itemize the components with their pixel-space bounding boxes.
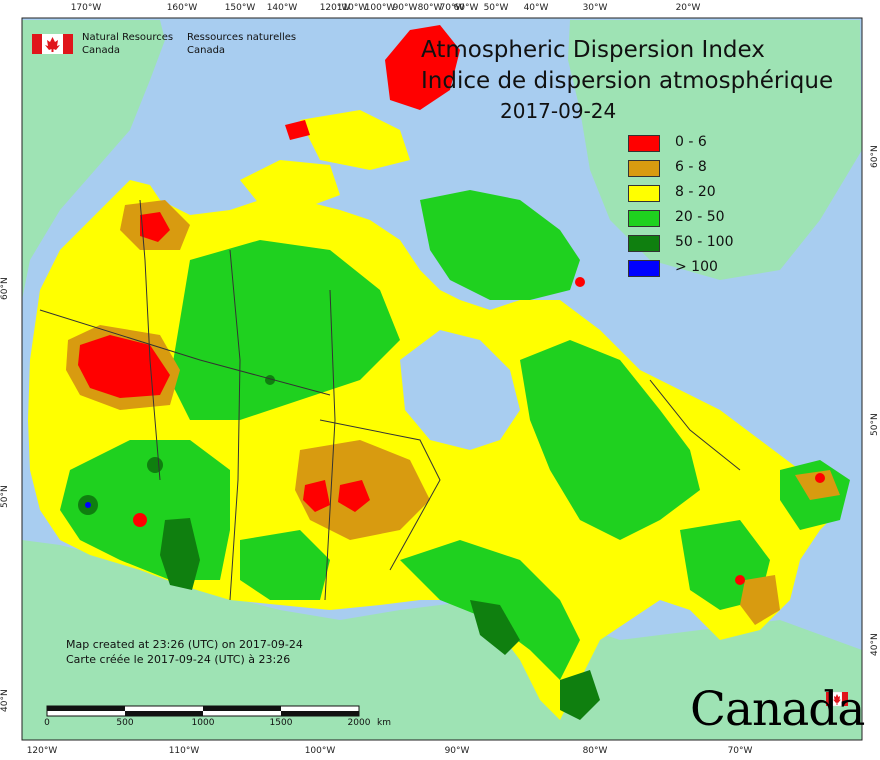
lon-tick-top: 30°W: [582, 3, 608, 13]
legend-label: 6 - 8: [675, 159, 707, 175]
lon-tick-top: 60°W: [453, 3, 479, 13]
lon-tick-bottom: 120°W: [26, 746, 58, 756]
lon-tick-top: 90°W: [392, 3, 418, 13]
credit-en: Map created at 23:26 (UTC) on 2017-09-24: [66, 638, 303, 651]
lon-tick-top: 150°W: [224, 3, 256, 13]
arctic-island-small: [285, 120, 310, 140]
scale-label: 1500: [269, 718, 293, 728]
scale-label: 1000: [191, 718, 215, 728]
lon-tick-top: 160°W: [166, 3, 198, 13]
lon-tick-bottom: 90°W: [444, 746, 470, 756]
lat-tick-right: 40°N: [870, 633, 880, 656]
legend-swatch: [628, 160, 660, 177]
legend-swatch: [628, 210, 660, 227]
agency-en-line1: Natural Resources: [82, 32, 174, 43]
legend-swatch: [628, 135, 660, 152]
map-title-fr: Indice de dispersion atmosphérique: [421, 68, 834, 94]
legend-label: 20 - 50: [675, 209, 725, 225]
lon-tick-bottom: 70°W: [727, 746, 753, 756]
scale-unit: km: [377, 718, 391, 728]
lon-tick-top: 140°W: [266, 3, 298, 13]
scale-bar: [46, 705, 360, 717]
lon-tick-top: 100°W: [364, 3, 396, 13]
index-zones-0-6: [78, 212, 825, 585]
legend-label: 8 - 20: [675, 184, 716, 200]
agency-name-en: Natural Resources Canada: [82, 31, 173, 57]
lon-tick-bottom: 110°W: [168, 746, 200, 756]
lon-tick-top: 120°W: [319, 3, 351, 13]
lon-tick-top: 50°W: [483, 3, 509, 13]
legend-swatch: [628, 185, 660, 202]
provincial-borders: [39, 199, 741, 601]
legend-swatch: [628, 260, 660, 277]
scale-label: 0: [44, 718, 50, 728]
nrcan-flag-logo: [32, 34, 73, 54]
lon-tick-top: 80°W: [417, 3, 443, 13]
scale-label: 500: [116, 718, 134, 728]
index-zones-50-100: [78, 375, 600, 720]
index-zone-over-100: [85, 502, 91, 508]
map-frame: [21, 17, 863, 741]
credit-fr: Carte créée le 2017-09-24 (UTC) à 23:26: [66, 653, 291, 666]
agency-en-line2: Canada: [82, 45, 121, 56]
ellesmere-island: [385, 25, 460, 110]
lon-tick-top: 110°W: [336, 3, 368, 13]
lon-tick-top: 40°W: [523, 3, 549, 13]
lat-tick-right: 50°N: [870, 413, 880, 436]
canada-wordmark-flag: [826, 691, 848, 707]
legend-label: 50 - 100: [675, 234, 734, 250]
legend-label: 0 - 6: [675, 134, 707, 150]
lon-tick-bottom: 80°W: [582, 746, 608, 756]
agency-name-fr: Ressources naturelles Canada: [187, 31, 296, 57]
hudson-bay: [400, 330, 520, 450]
lat-tick-right: 60°N: [870, 145, 880, 168]
agency-fr-line2: Canada: [187, 45, 226, 56]
canada-wordmark: Canada: [690, 682, 865, 737]
legend-label: > 100: [675, 259, 718, 275]
arctic-island-west: [240, 160, 340, 210]
lat-tick-left: 60°N: [0, 277, 10, 300]
lat-tick-left: 50°N: [0, 485, 10, 508]
legend-swatch: [628, 235, 660, 252]
scale-label: 2000: [347, 718, 371, 728]
agency-fr-line1: Ressources naturelles: [187, 32, 297, 43]
arctic-island-north: [300, 110, 410, 170]
lon-tick-top: 20°W: [675, 3, 701, 13]
lon-tick-bottom: 100°W: [304, 746, 336, 756]
map-title-en: Atmospheric Dispersion Index: [421, 37, 765, 63]
lon-tick-top: 70°W: [439, 3, 465, 13]
map-date: 2017-09-24: [500, 99, 617, 123]
lon-tick-top: 170°W: [70, 3, 102, 13]
lat-tick-left: 40°N: [0, 689, 10, 712]
baffin-island: [420, 190, 580, 300]
